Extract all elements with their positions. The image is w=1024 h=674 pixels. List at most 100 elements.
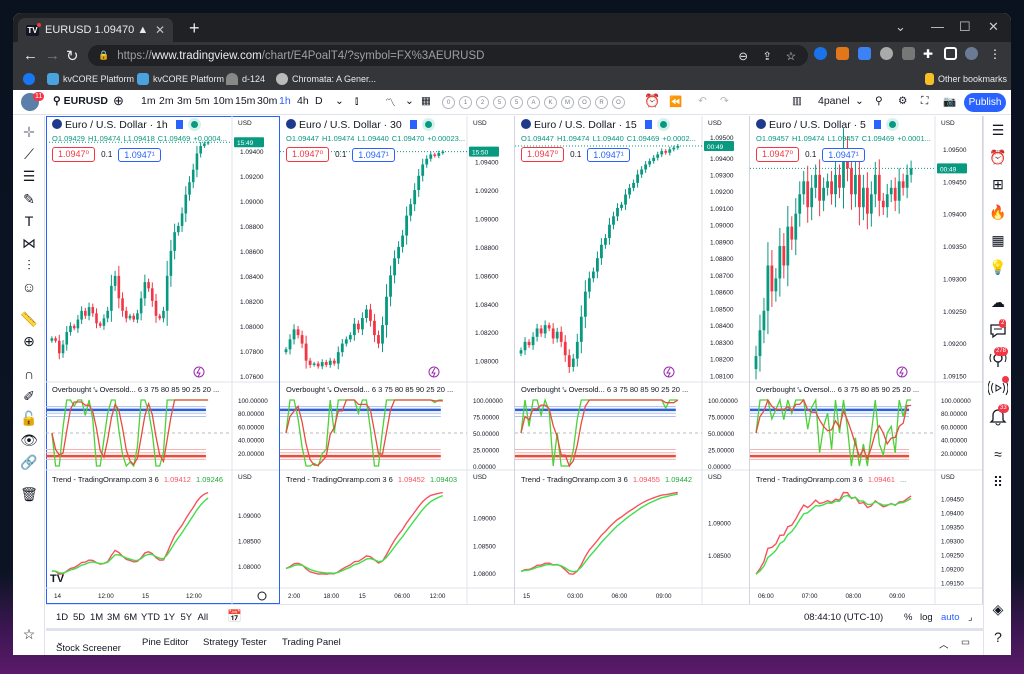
pattern-icon[interactable]: ⋈: [22, 235, 36, 251]
profile-avatar[interactable]: [965, 47, 978, 60]
bookmark-chromata[interactable]: Chromata: A Gener...: [276, 73, 376, 85]
zoom-icon[interactable]: ⊖: [738, 50, 748, 63]
range-All[interactable]: All: [197, 612, 209, 623]
sell-button[interactable]: 1.0947⁰: [286, 147, 330, 162]
fullscreen-icon[interactable]: ⛶: [921, 95, 929, 107]
buy-button[interactable]: 1.0947¹: [822, 147, 865, 162]
bookmark-star-icon[interactable]: ☆: [785, 50, 796, 63]
zoom-in-icon[interactable]: ⊕: [23, 333, 35, 349]
maximize-chart-icon[interactable]: ⌟: [968, 612, 973, 623]
tab-trading-panel[interactable]: Trading Panel: [282, 637, 341, 648]
reload-icon[interactable]: ↻: [66, 48, 79, 65]
settings-gear-icon[interactable]: ⚙: [898, 95, 908, 107]
layout-dropdown-icon[interactable]: ⌄: [855, 95, 864, 107]
replay-icon[interactable]: ⏪: [669, 96, 683, 108]
chart-panel-2[interactable]: 1.09400 1.09200 1.09000 1.08800 1.08600 1.084…: [280, 116, 515, 604]
minimize-button[interactable]: —: [931, 19, 944, 34]
lock-all-icon[interactable]: 🔓: [20, 410, 38, 426]
oscillator-legend[interactable]: Overbought ⤥ Oversold... 6 3 75 80 85 90…: [52, 385, 220, 395]
dom-icon[interactable]: ⠿: [992, 474, 1004, 490]
ideas-bulb-icon[interactable]: 💡: [989, 259, 1007, 275]
alerts-clock-icon[interactable]: ⏰: [989, 149, 1007, 165]
interval-5m[interactable]: 5m: [195, 95, 210, 107]
tab-pine-editor[interactable]: Pine Editor: [142, 637, 189, 648]
interval-dropdown-icon[interactable]: ⌄: [335, 95, 344, 107]
trash-icon[interactable]: 🗑: [20, 486, 38, 502]
tab-stock-screener[interactable]: Stock Screener ⌄: [56, 637, 121, 654]
quick-button[interactable]: 1: [459, 96, 472, 109]
extension-icon-3[interactable]: [858, 47, 871, 60]
range-5Y[interactable]: 5Y: [180, 612, 193, 623]
trend-legend[interactable]: Trend - TradingOnramp.com 3 6 1.09455 1.09…: [521, 475, 698, 484]
layout-name[interactable]: 4panel: [818, 95, 850, 107]
indicators-dropdown-icon[interactable]: ⌄: [405, 95, 414, 107]
buy-button[interactable]: 1.0947¹: [118, 147, 161, 162]
interval-10m[interactable]: 10m: [213, 95, 234, 107]
sell-button[interactable]: 1.0947⁰: [521, 147, 565, 162]
range-5D[interactable]: 5D: [73, 612, 86, 623]
undo-icon[interactable]: ↶: [698, 95, 707, 107]
chart-legend-title[interactable]: Euro / U.S. Dollar · 30: [286, 119, 432, 131]
trend-legend[interactable]: Trend - TradingOnramp.com 3 6 1.09412 1.09…: [52, 475, 229, 484]
chrome-menu-icon[interactable]: ⋮: [989, 47, 1001, 61]
help-icon[interactable]: ?: [994, 629, 1002, 645]
quick-button[interactable]: A: [527, 96, 540, 109]
interval-4h[interactable]: 4h: [297, 95, 309, 107]
chart-panel-4[interactable]: 1.09500 1.09450 1.09400 1.09350 1.09300 1.092…: [750, 116, 983, 604]
bookmark-kvcore-2[interactable]: kvCORE Platform: [137, 73, 224, 85]
brush-icon[interactable]: ✎: [23, 191, 35, 207]
extension-icon-5[interactable]: [902, 47, 915, 60]
crosshair-icon[interactable]: ✛: [23, 124, 35, 140]
interval-3m[interactable]: 3m: [177, 95, 192, 107]
quick-button[interactable]: M: [561, 96, 574, 109]
calendar-icon[interactable]: ▦: [991, 232, 1005, 248]
trend-legend[interactable]: Trend - TradingOnramp.com 3 6 1.09452 1.09…: [286, 475, 463, 484]
range-3M[interactable]: 3M: [107, 612, 121, 623]
maximize-panel-icon[interactable]: ▭: [961, 637, 970, 648]
compare-symbol-icon[interactable]: ⊕: [113, 93, 124, 108]
quick-button[interactable]: 5: [493, 96, 506, 109]
alert-clock-icon[interactable]: ⏰: [644, 93, 661, 108]
collapse-chevrons-icon[interactable]: ≈: [994, 446, 1002, 462]
goto-date-icon[interactable]: 📅: [227, 609, 242, 623]
quick-button[interactable]: 2: [476, 96, 489, 109]
extension-icon-1[interactable]: [814, 47, 827, 60]
range-1Y[interactable]: 1Y: [163, 612, 176, 623]
percent-toggle[interactable]: %: [904, 612, 913, 623]
sell-button[interactable]: 1.0947⁰: [52, 147, 96, 162]
quick-button[interactable]: O: [612, 96, 625, 109]
collapse-panel-icon[interactable]: ︿: [939, 640, 949, 651]
chart-legend-title[interactable]: Euro / U.S. Dollar · 5: [756, 119, 896, 131]
range-1D[interactable]: 1D: [56, 612, 69, 623]
layers-icon[interactable]: ◈: [992, 601, 1004, 617]
link-icon[interactable]: 🔗: [20, 454, 38, 470]
interval-1m[interactable]: 1m: [141, 95, 156, 107]
interval-15m[interactable]: 15m: [235, 95, 256, 107]
forward-icon[interactable]: →: [45, 47, 60, 64]
buy-button[interactable]: 1.0947¹: [587, 147, 630, 162]
flag-icon[interactable]: [644, 120, 652, 129]
quick-search-icon[interactable]: ⚲: [875, 95, 883, 107]
indicators-icon[interactable]: 〽: [385, 97, 396, 109]
magnet-icon[interactable]: ∩: [23, 366, 35, 382]
close-tab-icon[interactable]: ✕: [154, 23, 165, 37]
extension-icon-4[interactable]: [880, 47, 893, 60]
share-icon[interactable]: ⇪: [762, 50, 772, 63]
candle-style-icon[interactable]: ⫾: [355, 95, 359, 107]
range-6M[interactable]: 6M: [124, 612, 138, 623]
fib-retracement-icon[interactable]: ☰: [22, 168, 36, 184]
trend-legend[interactable]: Trend - TradingOnramp.com 3 6 1.09461...: [756, 475, 912, 484]
metamask-icon[interactable]: [836, 47, 849, 60]
live-broadcast-icon[interactable]: [988, 378, 1008, 398]
oscillator-legend[interactable]: Overbought ⤥ Oversol... 6 3 75 80 85 90 …: [756, 385, 920, 395]
flag-icon[interactable]: [873, 120, 881, 129]
sell-button[interactable]: 1.0947⁰: [756, 147, 800, 162]
auto-toggle[interactable]: auto: [941, 612, 960, 623]
layout-icon[interactable]: ▥: [792, 95, 802, 107]
back-icon[interactable]: ←: [23, 47, 38, 64]
chat-cloud-icon[interactable]: ☁: [991, 294, 1005, 310]
quick-button[interactable]: R: [595, 96, 608, 109]
flag-icon[interactable]: [175, 120, 183, 129]
bookmark-kvcore-1[interactable]: kvCORE Platform: [47, 73, 134, 85]
clock-timezone[interactable]: 08:44:10 (UTC-10): [804, 612, 884, 623]
